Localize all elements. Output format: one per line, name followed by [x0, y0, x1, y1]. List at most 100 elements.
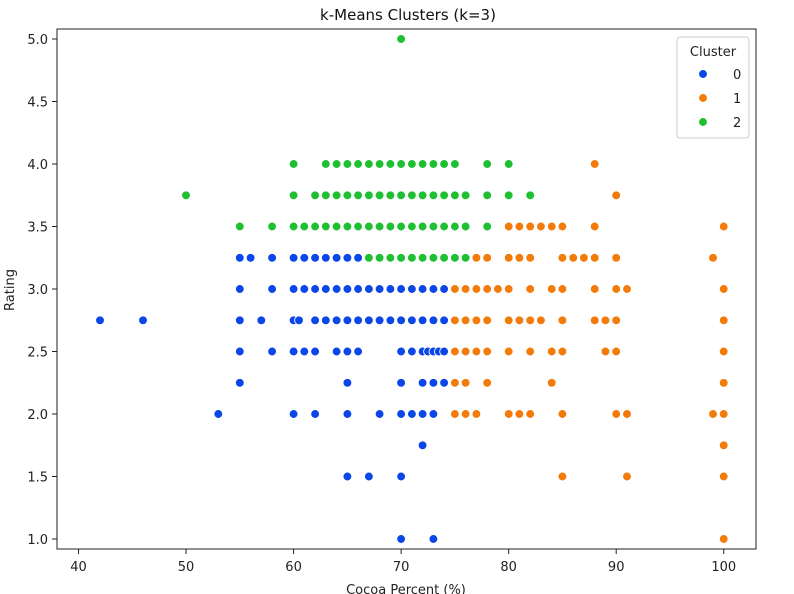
- data-point-cluster-0: [428, 409, 439, 419]
- data-point-cluster-1: [525, 409, 536, 419]
- data-point-cluster-1: [568, 252, 579, 263]
- data-point-cluster-0: [310, 346, 320, 357]
- data-point-cluster-1: [611, 346, 622, 357]
- data-point-cluster-2: [364, 190, 374, 201]
- data-point-cluster-2: [439, 159, 449, 169]
- legend-marker-2: [698, 117, 708, 127]
- legend-marker-1: [698, 93, 708, 103]
- data-point-cluster-0: [364, 471, 374, 482]
- data-point-cluster-2: [310, 221, 320, 232]
- data-point-cluster-1: [525, 315, 536, 326]
- y-tick-label: 5.0: [27, 33, 48, 48]
- y-tick-label: 2.0: [27, 408, 48, 423]
- y-tick-label: 2.5: [27, 346, 48, 361]
- data-point-cluster-1: [600, 346, 611, 357]
- data-point-cluster-0: [428, 284, 439, 294]
- data-point-cluster-2: [460, 221, 471, 232]
- data-point-cluster-0: [417, 315, 428, 326]
- data-point-cluster-2: [181, 190, 191, 201]
- data-point-cluster-0: [396, 409, 406, 419]
- data-point-cluster-0: [342, 471, 353, 482]
- data-point-cluster-2: [439, 190, 449, 201]
- data-point-cluster-2: [331, 221, 342, 232]
- data-point-cluster-0: [374, 284, 385, 294]
- data-point-cluster-0: [234, 284, 245, 294]
- data-point-cluster-2: [450, 190, 460, 201]
- data-point-cluster-1: [546, 377, 557, 388]
- data-point-cluster-1: [536, 315, 546, 326]
- data-point-cluster-0: [234, 377, 245, 388]
- data-point-cluster-0: [267, 284, 277, 294]
- data-point-cluster-1: [600, 315, 611, 326]
- data-point-cluster-1: [589, 284, 600, 294]
- data-point-cluster-0: [439, 346, 449, 357]
- data-point-cluster-0: [299, 346, 310, 357]
- data-point-cluster-1: [557, 409, 568, 419]
- data-point-cluster-1: [450, 315, 460, 326]
- data-point-cluster-1: [503, 284, 514, 294]
- data-point-cluster-0: [310, 409, 320, 419]
- data-point-cluster-1: [611, 284, 622, 294]
- data-point-cluster-2: [482, 221, 493, 232]
- data-point-cluster-0: [331, 284, 342, 294]
- data-point-cluster-2: [450, 159, 460, 169]
- data-point-cluster-1: [493, 284, 503, 294]
- data-point-cluster-1: [718, 377, 729, 388]
- data-point-cluster-0: [267, 252, 277, 263]
- data-point-cluster-0: [374, 409, 385, 419]
- data-point-cluster-0: [320, 252, 331, 263]
- data-point-cluster-2: [460, 252, 471, 263]
- data-point-cluster-0: [213, 409, 224, 419]
- data-point-cluster-2: [503, 159, 514, 169]
- data-point-cluster-2: [353, 190, 363, 201]
- data-point-cluster-1: [557, 471, 568, 482]
- y-axis: 1.0 1.5 2.0 2.5 3.0 3.5 4.0 4.5 5.0: [27, 33, 57, 548]
- data-point-cluster-1: [482, 252, 493, 263]
- data-point-cluster-0: [374, 315, 385, 326]
- data-point-cluster-0: [331, 346, 342, 357]
- data-point-cluster-0: [234, 346, 245, 357]
- data-point-cluster-2: [385, 221, 396, 232]
- data-point-cluster-1: [525, 284, 536, 294]
- data-point-cluster-0: [331, 252, 342, 263]
- data-point-cluster-2: [385, 190, 396, 201]
- x-axis: 40 50 60 70 80 90 100: [70, 549, 736, 575]
- data-point-cluster-2: [417, 190, 428, 201]
- data-point-cluster-0: [267, 346, 277, 357]
- data-point-cluster-1: [708, 252, 718, 263]
- data-point-cluster-2: [417, 252, 428, 263]
- data-point-cluster-0: [417, 284, 428, 294]
- data-point-cluster-1: [482, 346, 493, 357]
- y-tick-label: 4.0: [27, 158, 48, 173]
- data-point-cluster-2: [353, 221, 363, 232]
- data-point-cluster-0: [320, 315, 331, 326]
- data-point-cluster-1: [471, 346, 482, 357]
- data-point-cluster-2: [396, 159, 406, 169]
- data-point-cluster-0: [407, 409, 417, 419]
- data-point-cluster-2: [428, 221, 439, 232]
- data-point-cluster-2: [374, 190, 385, 201]
- data-point-cluster-0: [310, 252, 320, 263]
- data-point-cluster-1: [450, 284, 460, 294]
- legend-marker-0: [698, 69, 708, 79]
- data-point-cluster-1: [557, 252, 568, 263]
- data-point-cluster-1: [482, 377, 493, 388]
- data-point-cluster-0: [407, 346, 417, 357]
- data-point-cluster-1: [525, 221, 536, 232]
- data-point-cluster-2: [396, 34, 406, 44]
- data-point-cluster-1: [514, 409, 525, 419]
- data-point-cluster-0: [428, 534, 439, 544]
- data-point-cluster-2: [396, 252, 406, 263]
- data-point-cluster-0: [320, 284, 331, 294]
- data-point-cluster-2: [342, 159, 353, 169]
- data-point-cluster-1: [503, 315, 514, 326]
- data-point-cluster-1: [503, 346, 514, 357]
- data-point-cluster-2: [450, 252, 460, 263]
- data-point-cluster-2: [385, 252, 396, 263]
- data-point-cluster-0: [288, 409, 299, 419]
- data-point-cluster-1: [546, 284, 557, 294]
- data-point-cluster-2: [439, 221, 449, 232]
- data-point-cluster-0: [396, 346, 406, 357]
- legend: Cluster 0 1 2: [676, 36, 750, 139]
